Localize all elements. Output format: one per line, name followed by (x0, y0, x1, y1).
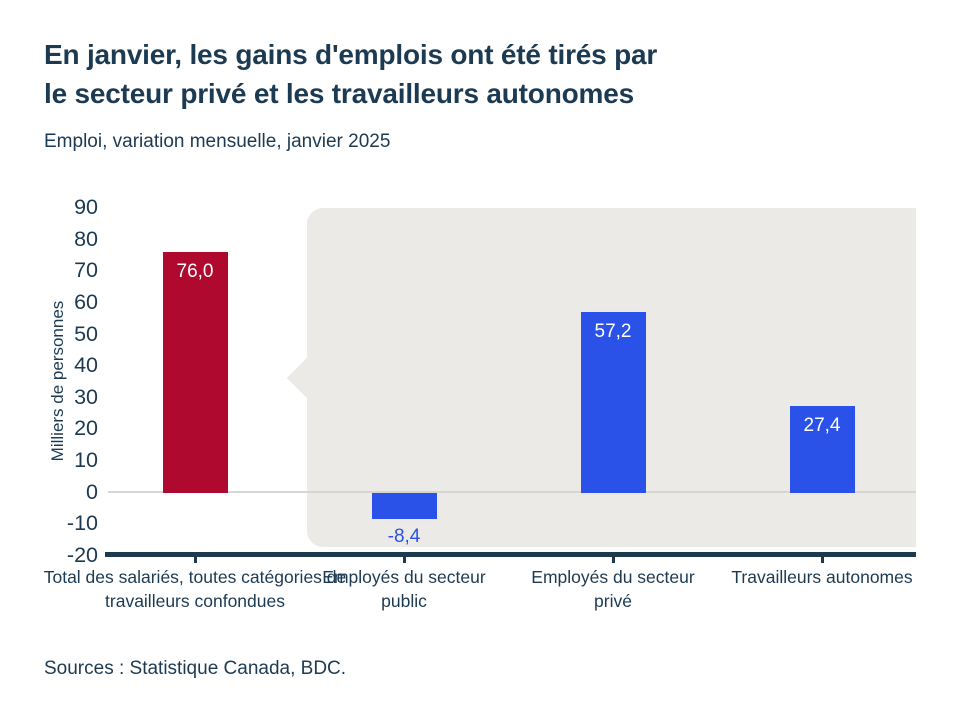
source-note: Sources : Statistique Canada, BDC. (44, 658, 347, 679)
category-label: Travailleurs autonomes (731, 567, 913, 587)
highlight-panel-notch (286, 356, 330, 400)
y-tick-label: 80 (74, 226, 98, 251)
y-axis-title: Milliers de personnes (48, 300, 67, 462)
x-tick-mark (612, 556, 615, 563)
bar-0 (162, 252, 228, 493)
y-tick-label: -10 (66, 511, 98, 536)
chart-title: En janvier, les gains d'emplois ont été … (44, 36, 844, 113)
chart-title-line2: le secteur privé et les travailleurs aut… (44, 77, 634, 109)
bar-value-label: 57,2 (594, 320, 632, 342)
x-tick-mark (821, 556, 824, 563)
category-label: Employés du secteur public (322, 567, 486, 611)
category-label: Total des salariés, toutes catégories de… (43, 567, 347, 611)
y-tick-label: 30 (74, 384, 98, 409)
category-label: Employés du secteur privé (531, 567, 695, 611)
x-tick-mark (403, 556, 406, 563)
y-tick-label: 40 (74, 353, 98, 378)
y-tick-label: -20 (66, 543, 98, 567)
y-tick-label: 10 (74, 448, 98, 473)
y-tick-label: 0 (86, 479, 98, 504)
chart-subtitle: Emploi, variation mensuelle, janvier 202… (44, 131, 391, 152)
y-tick-label: 60 (74, 289, 98, 314)
y-tick-label: 70 (74, 258, 98, 283)
chart-title-line1: En janvier, les gains d'emplois ont été … (44, 39, 658, 70)
x-tick-mark (194, 556, 197, 563)
bar-2 (580, 311, 646, 493)
y-tick-label: 50 (74, 321, 98, 346)
bar-3 (789, 406, 855, 493)
zero-baseline (108, 491, 916, 493)
bar-value-label: 27,4 (803, 415, 841, 437)
bar-value-label: -8,4 (387, 526, 421, 548)
x-axis-line (105, 552, 916, 557)
bar-value-label: 76,0 (176, 261, 214, 283)
bar-1 (371, 492, 437, 520)
y-tick-label: 90 (74, 195, 98, 219)
y-tick-label: 20 (74, 416, 98, 441)
